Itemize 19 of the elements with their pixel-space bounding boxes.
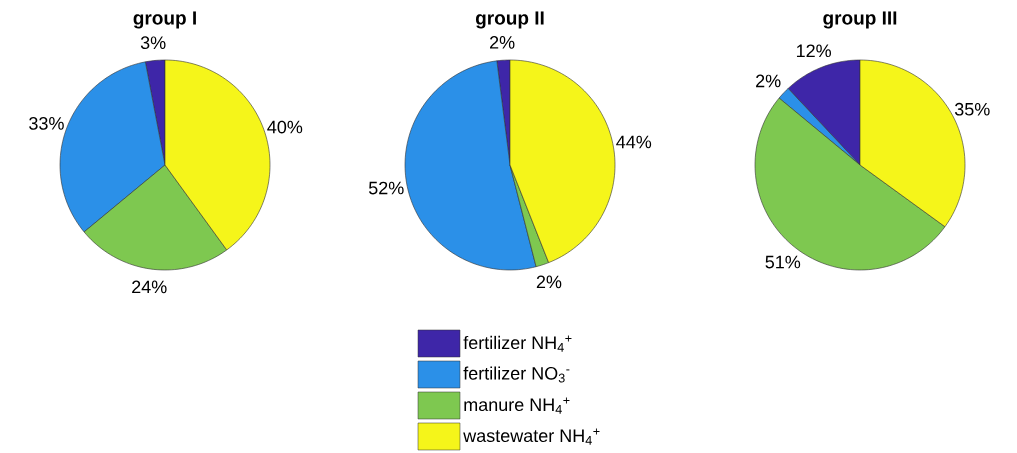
chart-title: group II	[475, 11, 544, 29]
data-label: 12%	[796, 44, 831, 58]
data-label: 51%	[765, 255, 801, 269]
data-label: 52%	[368, 181, 404, 195]
chart-title: group III	[823, 11, 897, 29]
data-label: 44%	[616, 135, 652, 149]
data-label: 2%	[536, 275, 562, 289]
data-label: 35%	[954, 102, 990, 116]
data-label: 24%	[132, 280, 167, 294]
legend-label: fertilizer NH$_{4}$+	[463, 335, 572, 352]
chart-title: group I	[133, 11, 196, 29]
data-label: 2%	[490, 36, 515, 49]
data-label: 40%	[267, 120, 303, 134]
data-label: 2%	[756, 74, 781, 88]
legend-label: fertilizer NO$_{3}$-	[463, 366, 570, 383]
legend-label: wastewater NH$_{4}$+	[463, 428, 600, 445]
legend-label: manure NH$_{4}$+	[464, 397, 570, 414]
data-label: 3%	[140, 36, 166, 50]
data-label: 33%	[29, 117, 64, 130]
